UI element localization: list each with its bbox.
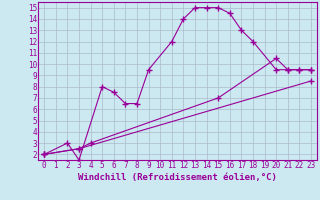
X-axis label: Windchill (Refroidissement éolien,°C): Windchill (Refroidissement éolien,°C) [78, 173, 277, 182]
